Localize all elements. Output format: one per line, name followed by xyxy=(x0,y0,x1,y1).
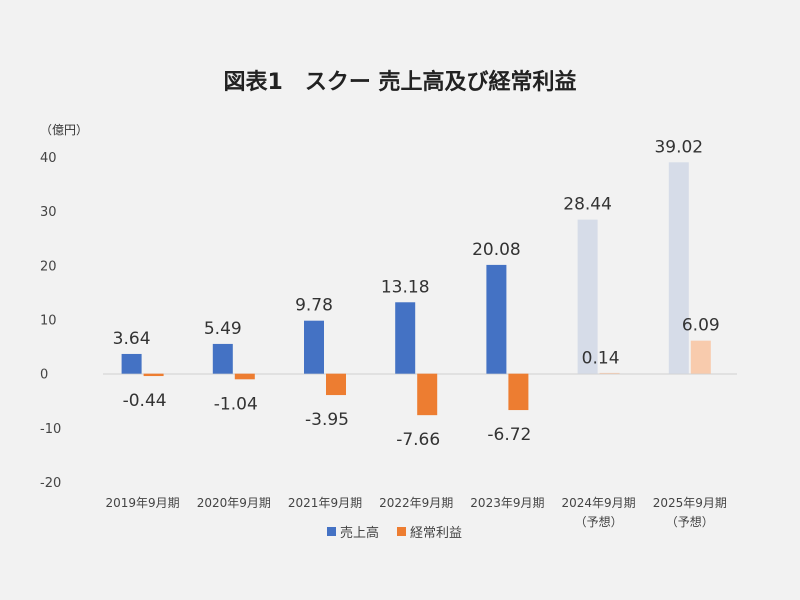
revenue-bar xyxy=(121,353,142,374)
ordinary-profit-data-label: -0.44 xyxy=(123,391,167,411)
x-tick-sublabel: （予想） xyxy=(575,514,623,529)
legend: 売上高 経常利益 xyxy=(327,525,462,541)
data-labels: 3.64 -0.44 5.49 -1.04 9.78 -3.95 13.18 -7.66 20.… xyxy=(113,137,720,450)
x-tick-label: 2022年9月期 xyxy=(379,496,453,510)
revenue-bar xyxy=(395,302,416,374)
revenue-data-label: 9.78 xyxy=(295,296,333,316)
bar-group xyxy=(121,162,711,416)
revenue-bar xyxy=(577,219,598,374)
y-tick-label: 20 xyxy=(40,259,57,274)
x-tick-label: 2020年9月期 xyxy=(197,496,271,510)
x-tick-label: 2023年9月期 xyxy=(470,496,544,510)
x-axis-ticks: 2019年9月期 2020年9月期 2021年9月期 2022年9月期 2023年9月期… xyxy=(106,496,727,529)
ordinary-profit-bar xyxy=(143,373,164,377)
ordinary-profit-data-label: -1.04 xyxy=(214,394,258,414)
x-tick-sublabel: （予想） xyxy=(666,514,714,529)
revenue-bar xyxy=(668,162,689,374)
revenue-bar xyxy=(304,320,324,374)
x-tick-label: 2019年9月期 xyxy=(106,496,180,510)
y-axis-unit-label: （億円） xyxy=(40,123,88,137)
x-tick-label: 2024年9月期 xyxy=(562,496,636,510)
x-tick-label: 2025年9月期 xyxy=(653,496,727,510)
y-tick-label: -20 xyxy=(40,476,61,491)
legend-label: 経常利益 xyxy=(410,526,462,541)
revenue-data-label: 39.02 xyxy=(654,137,703,157)
ordinary-profit-data-label: -6.72 xyxy=(487,425,531,445)
ordinary-profit-data-label: 0.14 xyxy=(582,349,620,369)
y-axis-ticks: 40 30 20 10 0 -10 -20 xyxy=(40,151,61,491)
ordinary-profit-data-label: -7.66 xyxy=(396,430,440,450)
legend-label: 売上高 xyxy=(340,525,379,541)
chart-title: 図表1 スクー 売上高及び経常利益 xyxy=(224,69,577,95)
revenue-data-label: 28.44 xyxy=(563,195,612,215)
revenue-bar xyxy=(212,343,233,374)
ordinary-profit-bar xyxy=(508,373,529,411)
ordinary-profit-data-label: 6.09 xyxy=(682,316,720,336)
ordinary-profit-bar xyxy=(417,373,438,416)
revenue-data-label: 3.64 xyxy=(113,329,151,349)
y-tick-label: -10 xyxy=(40,422,61,437)
y-tick-label: 0 xyxy=(40,368,48,383)
revenue-data-label: 5.49 xyxy=(204,319,242,339)
legend-swatch xyxy=(397,527,406,536)
ordinary-profit-bar xyxy=(326,373,346,396)
ordinary-profit-bar xyxy=(599,372,620,374)
y-tick-label: 30 xyxy=(40,205,57,220)
ordinary-profit-data-label: -3.95 xyxy=(305,410,349,430)
ordinary-profit-bar xyxy=(234,373,255,380)
revenue-data-label: 13.18 xyxy=(381,277,430,297)
revenue-data-label: 20.08 xyxy=(472,240,521,260)
legend-swatch xyxy=(327,527,336,536)
y-tick-label: 10 xyxy=(40,314,57,329)
x-tick-label: 2021年9月期 xyxy=(288,496,362,510)
y-tick-label: 40 xyxy=(40,151,57,166)
revenue-bar xyxy=(486,264,507,374)
ordinary-profit-bar xyxy=(690,340,711,374)
